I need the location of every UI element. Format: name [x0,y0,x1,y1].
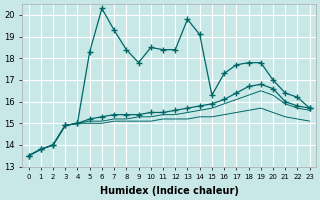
X-axis label: Humidex (Indice chaleur): Humidex (Indice chaleur) [100,186,239,196]
